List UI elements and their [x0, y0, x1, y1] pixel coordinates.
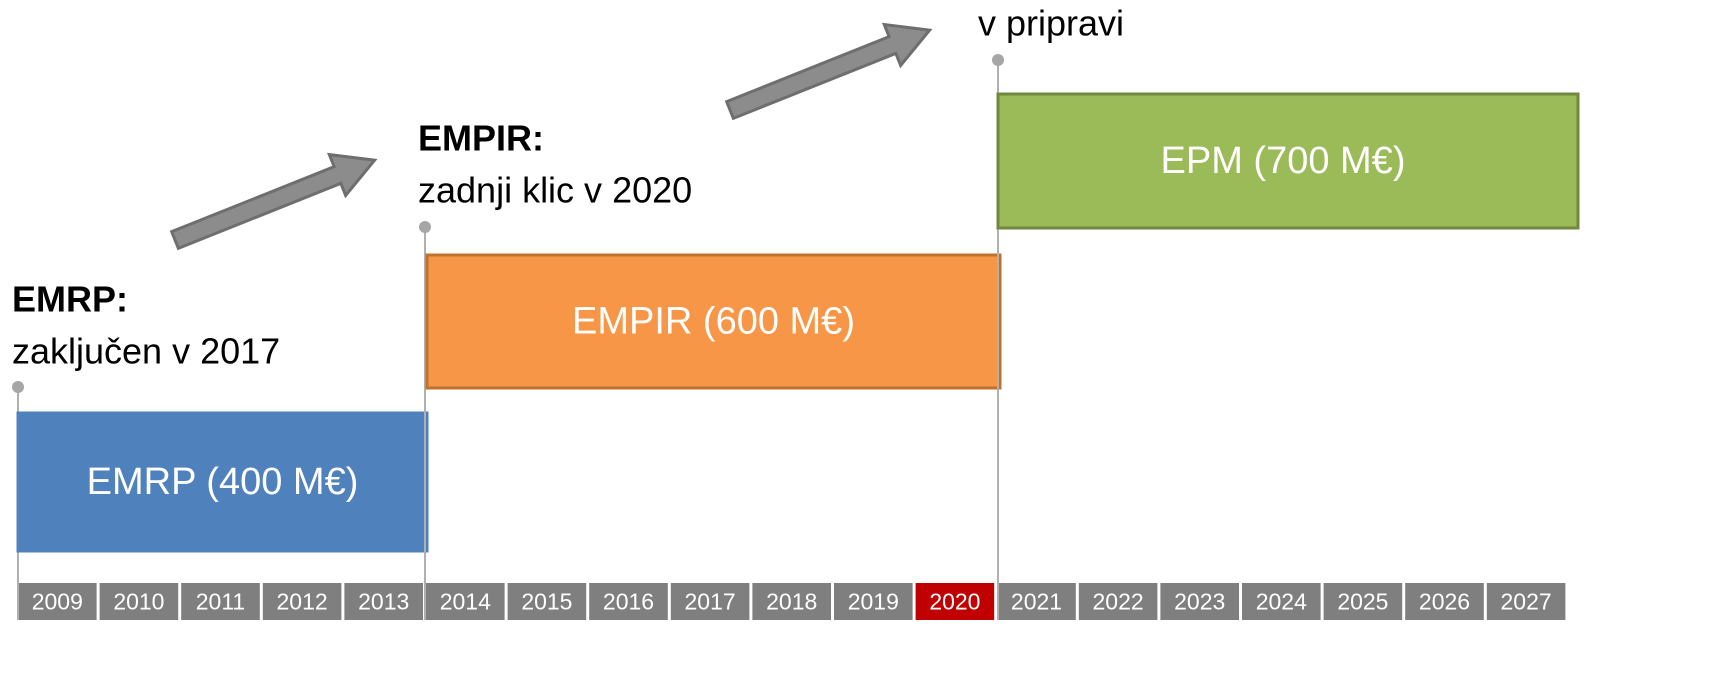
year-label: 2021: [1011, 589, 1062, 615]
year-cell: [915, 583, 995, 620]
year-cell: [99, 583, 179, 620]
year-cell: [181, 583, 260, 620]
year-label: 2022: [1093, 589, 1144, 615]
year-label: 2014: [440, 589, 491, 615]
program-heading: EMRP:: [12, 279, 128, 320]
arrow: [724, 22, 933, 121]
year-label: 2018: [766, 589, 817, 615]
year-cell: [262, 583, 342, 620]
arrow-shape: [724, 22, 933, 121]
year-label: 2020: [929, 589, 980, 615]
program-heading: EMPIR:: [418, 118, 544, 159]
program-note: zadnji klic v 2020: [418, 170, 692, 211]
year-label: 2013: [358, 589, 409, 615]
program-label: EMRP (400 M€): [87, 461, 359, 503]
year-label: 2011: [196, 589, 245, 615]
year-cell: [18, 583, 97, 620]
program-box: [425, 253, 1002, 390]
year-cell: [426, 583, 505, 620]
year-label: 2016: [603, 589, 654, 615]
year-label: 2023: [1174, 589, 1225, 615]
program-box: [996, 92, 1580, 230]
year-cell: [1078, 583, 1158, 620]
marker-dot: [419, 221, 431, 233]
year-cell: [589, 583, 668, 620]
program-box: [16, 411, 429, 553]
year-cell: [1486, 583, 1566, 620]
year-label: 2019: [848, 589, 899, 615]
arrow: [169, 152, 378, 251]
year-label: 2009: [32, 589, 83, 615]
marker-dot: [12, 381, 24, 393]
year-cell: [1323, 583, 1403, 620]
year-cell: [507, 583, 587, 620]
year-cell: [344, 583, 423, 620]
marker-dot: [992, 54, 1004, 66]
year-cell: [1160, 583, 1239, 620]
year-label: 2026: [1419, 589, 1470, 615]
year-cell: [997, 583, 1076, 620]
year-label: 2027: [1501, 589, 1552, 615]
year-label: 2017: [685, 589, 736, 615]
program-label: EMPIR (600 M€): [572, 301, 855, 343]
year-label: 2010: [113, 589, 164, 615]
year-cell: [834, 583, 913, 620]
year-cell: [752, 583, 831, 620]
year-label: 2024: [1256, 589, 1307, 615]
year-cell: [1405, 583, 1484, 620]
year-label: 2025: [1337, 589, 1388, 615]
year-cell: [1242, 583, 1321, 620]
year-cell: [670, 583, 750, 620]
year-label: 2012: [277, 589, 328, 615]
program-note: v pripravi: [978, 3, 1124, 44]
program-label: EPM (700 M€): [1161, 140, 1406, 182]
program-note: zaključen v 2017: [12, 331, 280, 372]
year-label: 2015: [521, 589, 572, 615]
arrow-shape: [169, 152, 378, 251]
